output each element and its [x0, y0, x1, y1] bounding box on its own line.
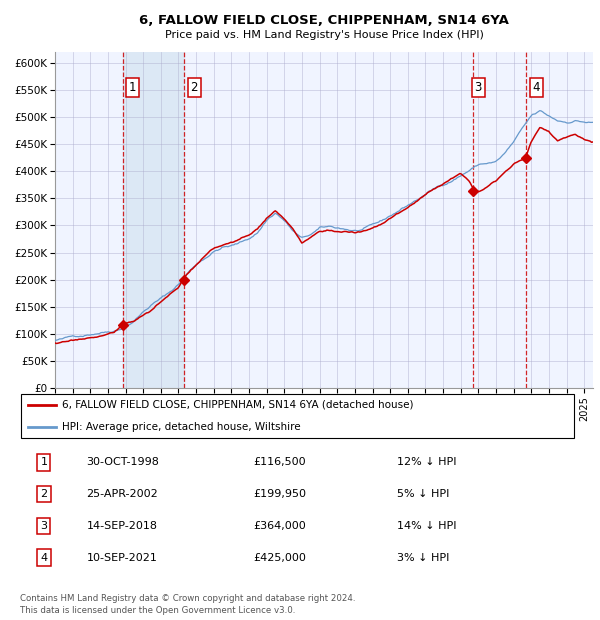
Text: HPI: Average price, detached house, Wiltshire: HPI: Average price, detached house, Wilt… [62, 422, 300, 432]
Text: This data is licensed under the Open Government Licence v3.0.: This data is licensed under the Open Gov… [20, 606, 295, 615]
Text: Contains HM Land Registry data © Crown copyright and database right 2024.: Contains HM Land Registry data © Crown c… [20, 594, 355, 603]
Text: Price paid vs. HM Land Registry's House Price Index (HPI): Price paid vs. HM Land Registry's House … [164, 30, 484, 40]
Text: 10-SEP-2021: 10-SEP-2021 [86, 552, 157, 562]
Text: 1: 1 [40, 458, 47, 467]
FancyBboxPatch shape [21, 394, 574, 438]
Bar [122, 52, 184, 388]
Text: 14% ↓ HPI: 14% ↓ HPI [397, 521, 457, 531]
Text: 3% ↓ HPI: 3% ↓ HPI [397, 552, 450, 562]
Text: £364,000: £364,000 [253, 521, 306, 531]
Text: 6, FALLOW FIELD CLOSE, CHIPPENHAM, SN14 6YA (detached house): 6, FALLOW FIELD CLOSE, CHIPPENHAM, SN14 … [62, 400, 413, 410]
Text: £116,500: £116,500 [253, 458, 306, 467]
Text: 2: 2 [191, 81, 198, 94]
Text: 3: 3 [475, 81, 482, 94]
Text: 4: 4 [533, 81, 541, 94]
Text: 12% ↓ HPI: 12% ↓ HPI [397, 458, 457, 467]
Text: 14-SEP-2018: 14-SEP-2018 [86, 521, 158, 531]
Text: £199,950: £199,950 [253, 489, 306, 498]
Text: 6, FALLOW FIELD CLOSE, CHIPPENHAM, SN14 6YA: 6, FALLOW FIELD CLOSE, CHIPPENHAM, SN14 … [139, 14, 509, 27]
Text: 3: 3 [40, 521, 47, 531]
Text: 25-APR-2002: 25-APR-2002 [86, 489, 158, 498]
Text: £425,000: £425,000 [253, 552, 306, 562]
Text: 4: 4 [40, 552, 47, 562]
Text: 30-OCT-1998: 30-OCT-1998 [86, 458, 160, 467]
Text: 1: 1 [129, 81, 136, 94]
Text: 2: 2 [40, 489, 47, 498]
Text: 5% ↓ HPI: 5% ↓ HPI [397, 489, 450, 498]
